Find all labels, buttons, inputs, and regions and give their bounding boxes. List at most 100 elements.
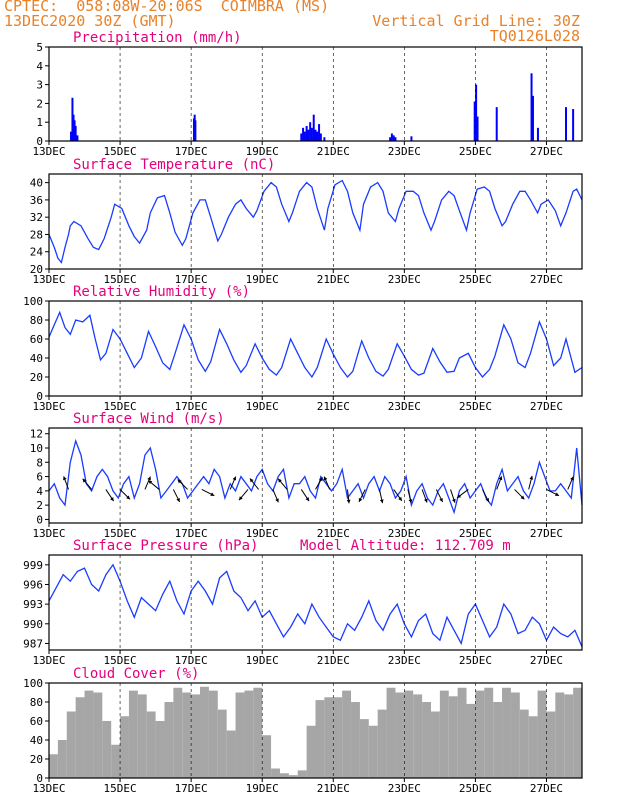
temperature-x-tick-label: 27DEC — [530, 273, 563, 286]
cloud-column — [128, 690, 138, 778]
precip-bar — [390, 133, 393, 141]
temperature-x-tick-label: 21DEC — [317, 273, 350, 286]
wind-arrowhead — [239, 496, 243, 501]
precip-plot-area — [49, 47, 582, 141]
cloud-column — [368, 725, 378, 778]
humidity-frame — [48, 300, 583, 397]
pressure-x-tick-label: 15DEC — [104, 654, 137, 667]
precip-bar — [312, 114, 315, 141]
pressure-y-tick-label: 987 — [23, 637, 43, 650]
cloud-column — [564, 694, 574, 778]
temperature-y-tick-label: 40 — [30, 177, 43, 190]
humidity-plot-area — [49, 301, 582, 396]
wind-arrowhead — [63, 476, 67, 481]
cloud-title: Cloud Cover (%) — [73, 666, 199, 682]
precip-x-tick-label: 21DEC — [317, 145, 350, 158]
wind-y-tick-label: 10 — [30, 442, 43, 455]
precip-bar — [300, 133, 303, 141]
cloud-column — [164, 702, 174, 778]
cloud-column — [359, 719, 369, 778]
precip-bar — [318, 124, 321, 141]
pressure-subtitle: Model Altitude: 112.709 m — [300, 538, 511, 554]
pressure-x-tick-label: 25DEC — [459, 654, 492, 667]
cloud-column — [84, 690, 94, 778]
cloud-column — [217, 709, 227, 778]
wind-y-tick-label: 2 — [36, 499, 43, 512]
wind-arrowhead — [358, 497, 363, 502]
precip-x-tick-label: 27DEC — [530, 145, 563, 158]
temperature-x-tick-label: 17DEC — [175, 273, 208, 286]
wind-x-tick-label: 15DEC — [104, 527, 137, 540]
cloud-column — [93, 692, 103, 778]
cloud-x-tick-label: 25DEC — [459, 782, 492, 795]
cloud-y-tick-label: 0 — [36, 772, 43, 785]
temperature-series-line — [48, 179, 583, 264]
header-code: TQ0126L028 — [489, 27, 580, 45]
cloud-column — [466, 703, 476, 778]
cloud-x-tick-label: 21DEC — [317, 782, 350, 795]
wind-arrowhead — [110, 497, 114, 502]
pressure-y-tick-label: 990 — [23, 618, 43, 631]
cloud-column — [57, 740, 67, 778]
wind-arrowhead — [570, 476, 574, 481]
temperature-x-tick-label: 15DEC — [104, 273, 137, 286]
cloud-column — [66, 711, 76, 778]
cloud-x-tick-label: 15DEC — [104, 782, 137, 795]
precip-bar — [71, 97, 74, 141]
pressure-y-tick-label: 999 — [23, 559, 43, 572]
cloud-column — [262, 735, 272, 778]
precip-x-tick-label: 23DEC — [388, 145, 421, 158]
wind-x-tick-label: 19DEC — [246, 527, 279, 540]
cloud-column — [519, 709, 529, 778]
precip-bar — [70, 131, 73, 141]
cloud-column — [493, 702, 503, 778]
humidity-x-tick-label: 23DEC — [388, 400, 421, 413]
humidity-x-tick-label: 27DEC — [530, 400, 563, 413]
cloud-column — [288, 775, 298, 778]
wind-arrowhead — [323, 476, 328, 481]
wind-arrowhead — [346, 499, 351, 504]
cloud-column — [573, 687, 582, 778]
temperature-y-tick-label: 32 — [30, 211, 43, 224]
pressure-x-tick-label: 19DEC — [246, 654, 279, 667]
wind-series-line — [48, 438, 583, 515]
precip-bar — [303, 131, 306, 141]
pressure-frame — [48, 554, 583, 651]
precip-x-tick-label: 25DEC — [459, 145, 492, 158]
pressure-x-tick-label: 27DEC — [530, 654, 563, 667]
wind-arrowhead — [423, 498, 428, 503]
cloud-column — [502, 687, 511, 778]
precip-bar — [319, 133, 322, 141]
pressure-series-line — [48, 563, 583, 647]
cloud-column — [537, 690, 547, 778]
wind-arrowhead — [305, 497, 310, 502]
cloud-column — [244, 690, 254, 778]
cloud-column — [395, 692, 405, 778]
cloud-column — [546, 711, 556, 778]
cloud-column — [484, 687, 494, 778]
temperature-x-tick-label: 23DEC — [388, 273, 421, 286]
cloud-column — [430, 711, 440, 778]
cloud-column — [111, 744, 121, 778]
precip-bar — [389, 137, 392, 141]
pressure-y-tick-label: 993 — [23, 598, 43, 611]
cloud-column — [271, 768, 280, 778]
precip-bar — [302, 127, 305, 141]
temperature-y-tick-label: 36 — [30, 194, 43, 207]
wind-frame — [48, 427, 583, 524]
temperature-plot-area — [49, 174, 582, 269]
wind-arrowhead — [452, 498, 456, 503]
wind-y-tick-label: 8 — [36, 456, 43, 469]
cloud-y-tick-label: 80 — [30, 696, 43, 709]
pressure-x-tick-label: 21DEC — [317, 654, 350, 667]
cloud-x-tick-label: 23DEC — [388, 782, 421, 795]
precip-bar — [74, 125, 77, 141]
precip-bar — [194, 120, 197, 141]
cloud-column — [120, 716, 129, 778]
cloud-column — [377, 709, 387, 778]
cloud-column — [413, 694, 423, 778]
precip-x-tick-label: 13DEC — [32, 145, 65, 158]
wind-arrowhead — [275, 498, 279, 503]
precip-bar — [76, 135, 79, 141]
